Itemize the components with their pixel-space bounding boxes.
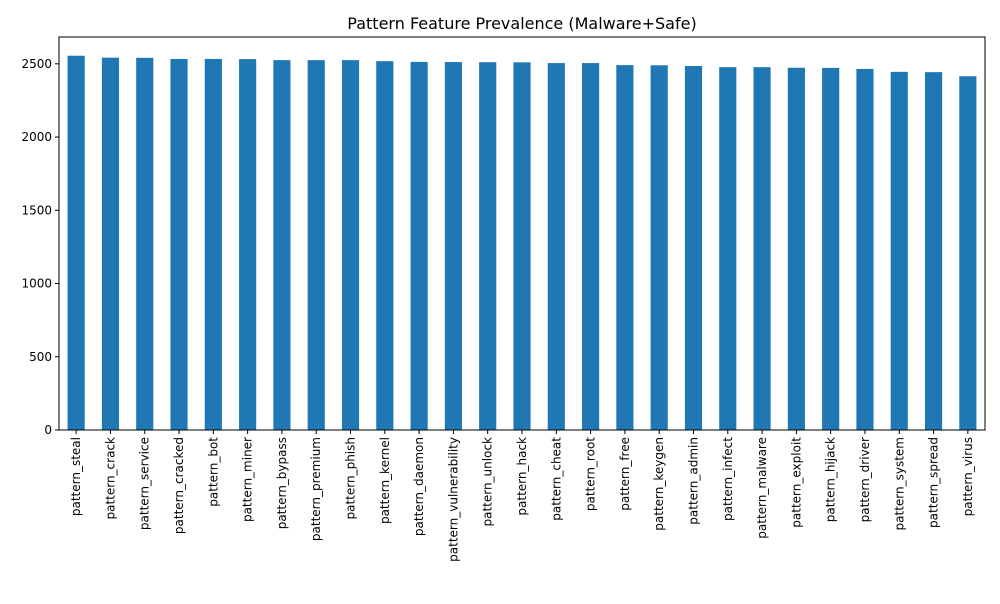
x-tick-label: pattern_service xyxy=(138,437,152,530)
bar-pattern_malware xyxy=(753,67,771,431)
bar-pattern_hack xyxy=(513,62,531,431)
x-tick-label: pattern_steal xyxy=(69,437,83,516)
x-tick-label: pattern_bot xyxy=(206,437,220,507)
x-tick-label: pattern_daemon xyxy=(412,437,426,536)
x-tick-label: pattern_keygen xyxy=(652,437,666,531)
x-tick-label: pattern_driver xyxy=(858,437,872,522)
bars-group xyxy=(67,55,977,431)
x-tick-label: pattern_exploit xyxy=(789,437,803,528)
bar-pattern_driver xyxy=(856,68,874,431)
bar-pattern_virus xyxy=(959,76,977,430)
x-tick-label: pattern_admin xyxy=(686,437,700,525)
x-axis: pattern_steal pattern_crack pattern_servic… xyxy=(69,430,975,562)
bar-pattern_cheat xyxy=(547,63,565,430)
x-tick-label: pattern_free xyxy=(618,437,632,511)
x-tick-label: pattern_bypass xyxy=(275,437,289,529)
x-tick-label: pattern_premium xyxy=(309,437,323,541)
x-tick-label: pattern_malware xyxy=(755,437,769,539)
y-tick-label: 1500 xyxy=(21,203,52,217)
x-tick-label: pattern_unlock xyxy=(481,437,495,527)
bar-pattern_unlock xyxy=(479,62,497,430)
plot-frame xyxy=(58,36,986,431)
y-tick-label: 0 xyxy=(44,423,52,437)
bar-pattern_daemon xyxy=(410,61,428,431)
y-tick-label: 2000 xyxy=(21,130,52,144)
bar-pattern_vulnerability xyxy=(444,62,462,431)
bar-pattern_steal xyxy=(67,55,85,430)
x-tick-label: pattern_hijack xyxy=(824,437,838,522)
x-tick-label: pattern_root xyxy=(584,437,598,511)
x-tick-label: pattern_crack xyxy=(103,437,117,520)
bar-pattern_bypass xyxy=(273,60,291,430)
x-tick-label: pattern_kernel xyxy=(378,437,392,524)
bar-pattern_bot xyxy=(204,58,222,430)
x-tick-label: pattern_miner xyxy=(241,437,255,522)
bar-pattern_premium xyxy=(307,60,325,430)
bar-pattern_admin xyxy=(684,66,703,430)
bar-pattern_exploit xyxy=(787,67,805,430)
x-tick-label: pattern_infect xyxy=(721,437,735,521)
y-axis: 0 500 1000 1500 2000 2500 xyxy=(21,57,59,437)
x-tick-label: pattern_cheat xyxy=(549,437,563,521)
x-tick-label: pattern_virus xyxy=(961,437,975,516)
y-tick-label: 2500 xyxy=(21,57,52,71)
bar-pattern_cracked xyxy=(170,58,188,430)
bar-pattern_free xyxy=(616,65,634,431)
x-tick-label: pattern_spread xyxy=(927,437,941,528)
bar-pattern_miner xyxy=(239,59,257,431)
bar-pattern_root xyxy=(582,63,600,430)
y-tick-label: 1000 xyxy=(21,277,52,291)
x-tick-label: pattern_system xyxy=(892,437,906,530)
bar-pattern_system xyxy=(890,71,908,431)
bar-pattern_crack xyxy=(101,57,120,431)
bar-pattern_keygen xyxy=(650,65,668,431)
bar-pattern_spread xyxy=(924,72,943,431)
x-tick-label: pattern_vulnerability xyxy=(446,437,460,562)
x-tick-label: pattern_hack xyxy=(515,437,529,516)
bar-pattern_infect xyxy=(719,67,737,431)
bar-pattern_hijack xyxy=(822,67,840,430)
bar-pattern_kernel xyxy=(376,61,394,431)
bar-pattern_phish xyxy=(341,60,360,430)
bar-pattern_service xyxy=(136,57,154,431)
y-tick-label: 500 xyxy=(29,350,52,364)
chart-title: Pattern Feature Prevalence (Malware+Safe… xyxy=(347,14,696,33)
x-tick-label: pattern_phish xyxy=(344,437,358,520)
x-tick-label: pattern_cracked xyxy=(172,437,186,534)
